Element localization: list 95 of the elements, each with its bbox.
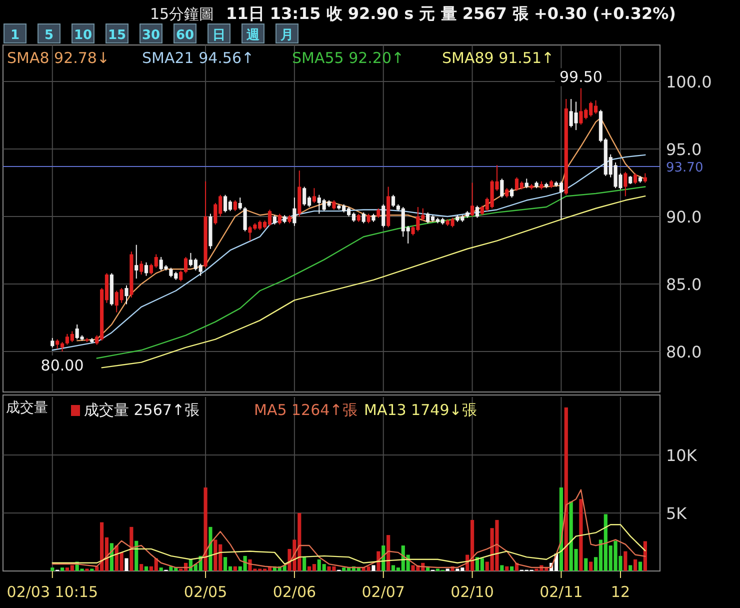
x-tick-label: 02/06 (272, 583, 316, 601)
y-axis-title: 成交量 (6, 400, 48, 416)
candlestick (366, 213, 370, 224)
line-series (52, 154, 646, 351)
chart-title: 15分鐘圖 (150, 5, 214, 23)
candlestick (475, 205, 480, 218)
bar (144, 566, 148, 571)
bar (302, 557, 306, 571)
text: 10 (74, 28, 92, 43)
candlestick (643, 172, 647, 184)
line-series (52, 489, 646, 568)
text: 15 (108, 28, 126, 43)
candlestick (312, 188, 316, 204)
y-tick-label: 90.0 (666, 207, 702, 226)
annotation: 80.00 (40, 356, 84, 374)
candlestick (470, 182, 474, 217)
candlestick (140, 260, 144, 276)
text: SMA55 92.20↑ (292, 49, 404, 67)
bar (505, 566, 509, 571)
bar (372, 565, 376, 571)
candlestick (144, 262, 148, 276)
bar (233, 566, 237, 571)
bar (386, 535, 390, 571)
text: MA5 1264↑張 (254, 401, 358, 419)
candlestick (243, 206, 247, 232)
bar (638, 562, 642, 571)
candlestick (634, 172, 638, 185)
candlestick (382, 204, 386, 228)
chart-subtitle: 11日 13:15 收 92.90 s 元 量 2567 張 +0.30 (+0.32%) (226, 4, 676, 23)
y-tick-label: 5K (666, 504, 688, 523)
candlestick (238, 197, 242, 210)
candlestick (510, 188, 514, 198)
bar (634, 559, 638, 571)
candlestick (184, 256, 188, 274)
y-tick-label: 80.0 (666, 342, 702, 362)
y-tick-label: 10K (666, 446, 698, 465)
text: 30 (142, 28, 160, 43)
candlestick (505, 188, 509, 198)
x-tick-label: 12 (610, 583, 630, 601)
candlestick (362, 212, 366, 224)
x-tick-label: 02/11 (540, 583, 583, 601)
bar (134, 540, 138, 571)
x-tick-label: 02/10 (450, 583, 494, 601)
candlestick (624, 171, 628, 197)
candlestick (124, 284, 128, 305)
bar (208, 526, 212, 571)
ref-line-label: 93.70 (666, 160, 704, 176)
bar (500, 565, 504, 571)
bar (50, 568, 54, 571)
candlestick (332, 200, 336, 210)
text: 日 (212, 28, 226, 43)
bar (204, 487, 208, 571)
text: 5 (44, 28, 54, 43)
bar (510, 566, 514, 571)
text: 1 (10, 28, 20, 43)
bar (584, 558, 588, 571)
line-series (76, 117, 646, 342)
text: MA13 1749↓張 (364, 401, 477, 419)
text: SMA21 94.56↑ (142, 49, 254, 67)
bar (564, 407, 568, 571)
bar (60, 568, 64, 571)
text: 週 (246, 28, 260, 43)
candlestick (50, 337, 54, 348)
candlestick (376, 208, 380, 218)
x-tick-label: 02/03 10:15 (6, 583, 98, 601)
bar (140, 564, 144, 571)
line-series (52, 524, 646, 565)
bar (628, 565, 632, 571)
candlestick (278, 213, 282, 226)
bar (624, 551, 628, 571)
candlestick (292, 197, 296, 226)
text: 月 (280, 28, 294, 43)
bar (643, 541, 647, 571)
candlestick (233, 200, 237, 212)
candlestick (391, 194, 396, 208)
y-tick-label: 85.0 (666, 274, 702, 294)
bar (130, 526, 134, 571)
text: SMA8 92.78↓ (7, 49, 110, 67)
candlestick (272, 214, 276, 226)
candlestick (179, 270, 183, 282)
y-tick-label: 95.0 (666, 140, 702, 159)
text: 60 (176, 28, 194, 43)
bar (589, 562, 593, 571)
candlestick (524, 178, 528, 189)
bar (579, 499, 583, 571)
bar (159, 568, 163, 571)
text: SMA89 91.51↑ (442, 49, 554, 67)
candlestick (500, 178, 504, 198)
legend-label: 成交量 2567↑張 (84, 401, 200, 419)
y-tick-label: 100.0 (666, 72, 712, 92)
annotation: 99.50 (559, 68, 602, 86)
bar (124, 558, 128, 571)
x-tick-label: 02/07 (362, 583, 405, 601)
candlestick (134, 244, 138, 280)
x-tick-label: 02/05 (184, 583, 228, 601)
